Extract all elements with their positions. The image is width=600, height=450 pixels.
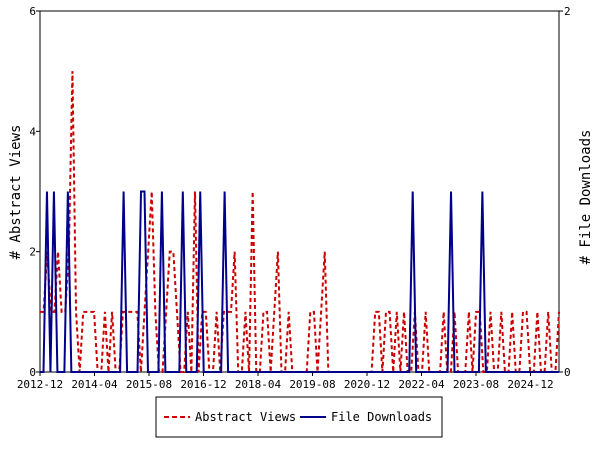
x-tick-label: 2024-12: [507, 378, 553, 391]
x-tick-label: 2022-04: [398, 378, 445, 391]
legend-label-file-downloads: File Downloads: [331, 410, 432, 424]
x-tick-label: 2012-12: [17, 378, 63, 391]
x-axis: 2012-12 2014-04 2015-08 2016-12 2018-04 2019-…: [17, 372, 554, 391]
y-axis-left: 0 2 4 6: [29, 5, 40, 379]
y-right-tick-label: 0: [564, 366, 571, 379]
plot-area: [39, 10, 560, 373]
legend-box: [155, 396, 443, 438]
x-tick-label: 2020-12: [344, 378, 390, 391]
x-tick-label: 2023-08: [453, 378, 499, 391]
y-left-tick-label: 6: [29, 5, 36, 18]
y-left-tick-label: 2: [29, 246, 36, 259]
y-axis-right-title: # File Downloads: [578, 130, 594, 265]
series-line-file-downloads: [40, 190, 559, 373]
y-right-tick-label: 2: [564, 5, 571, 18]
series-layer: [40, 71, 560, 373]
x-tick-label: 2018-04: [235, 378, 282, 391]
y-left-tick-label: 4: [29, 125, 36, 138]
legend-label-abstract-views: Abstract Views: [195, 410, 296, 424]
y-axis-left-title: # Abstract Views: [8, 125, 24, 260]
y-left-tick-label: 0: [29, 366, 36, 379]
y-axis-right: 02: [559, 5, 571, 379]
x-tick-label: 2019-08: [289, 378, 335, 391]
legend: Abstract Views File Downloads: [155, 396, 443, 438]
x-tick-label: 2015-08: [126, 378, 172, 391]
x-tick-label: 2014-04: [71, 378, 118, 391]
x-tick-label: 2016-12: [180, 378, 226, 391]
plot-frame: [39, 10, 560, 373]
